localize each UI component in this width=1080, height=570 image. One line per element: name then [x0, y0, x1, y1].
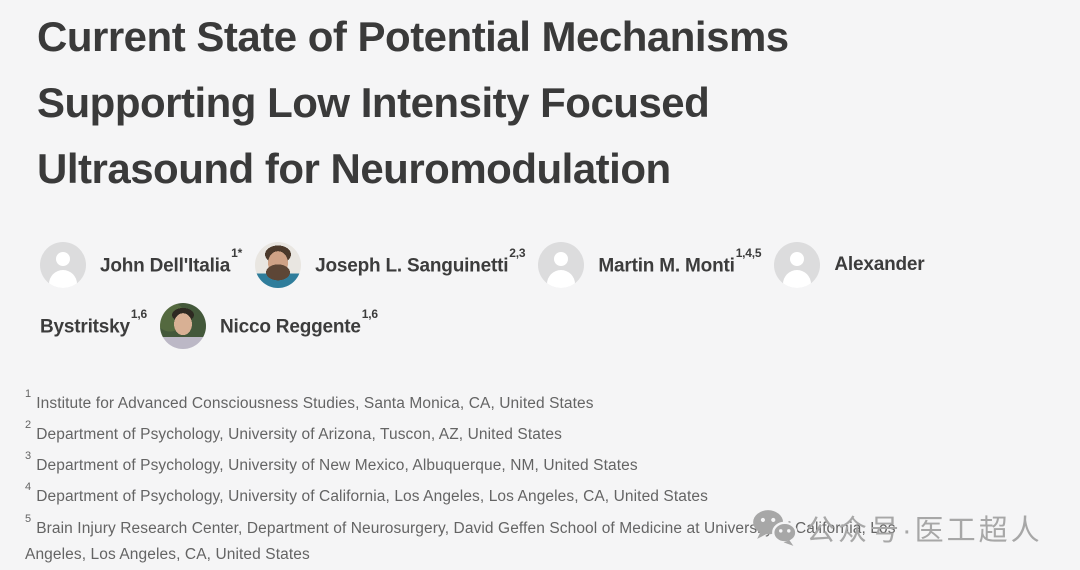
affiliation-text: Institute for Advanced Consciousness Stu… [36, 395, 594, 413]
author-affiliation-superscript: 1,4,5 [735, 245, 762, 260]
affiliation-text: Department of Psychology, University of … [36, 457, 638, 475]
avatar-photo[interactable] [255, 242, 302, 288]
affiliation-line: 2 Department of Psychology, University of… [25, 417, 933, 448]
affiliation-line: 5Brain Injury Research Center, Departmen… [25, 511, 933, 568]
affiliation-text: Brain Injury Research Center, Department… [25, 519, 896, 563]
author-name[interactable]: John Dell'Italia1* [100, 245, 243, 277]
affiliations-list: 1 Institute for Advanced Consciousness St… [25, 386, 933, 570]
authors-section: John Dell'Italia1* Joseph L. Sanguinetti2… [40, 242, 1080, 349]
affiliation-number: 3 [25, 450, 32, 463]
affiliation-line: 4 Department of Psychology, University of… [25, 479, 933, 510]
author-name[interactable]: Bystritsky1,6 [40, 306, 147, 338]
affiliation-number: 1 [25, 388, 32, 400]
author-name[interactable]: Nicco Reggente1,6 [219, 306, 378, 338]
author-name[interactable]: Alexander [834, 254, 925, 275]
author[interactable]: Nicco Reggente1,6 [159, 303, 378, 349]
author[interactable]: Alexander [774, 242, 925, 288]
affiliation-number: 5 [25, 512, 32, 525]
author-affiliation-superscript: 1* [231, 245, 243, 260]
author[interactable]: Martin M. Monti1,4,5 [538, 242, 762, 288]
author[interactable]: Bystritsky1,6 [40, 306, 147, 338]
author-affiliation-superscript: 2,3 [509, 245, 526, 260]
author-affiliation-superscript: 1,6 [361, 306, 378, 321]
affiliation-number: 4 [25, 481, 32, 494]
page-title: Current State of Potential Mechanisms Su… [37, 4, 1080, 202]
affiliation-text: Department of Psychology, University of … [36, 488, 708, 506]
title-line-3: Ultrasound for Neuromodulation [37, 145, 671, 192]
avatar-photo[interactable] [159, 303, 206, 349]
paper-header-page: Current State of Potential Mechanisms Su… [0, 4, 1080, 570]
title-line-1: Current State of Potential Mechanisms [37, 13, 789, 60]
watermark-text: 公众号·医工超人 [806, 515, 1043, 547]
title-line-2: Supporting Low Intensity Focused [37, 79, 710, 126]
avatar-placeholder-icon[interactable] [538, 242, 585, 288]
author-name[interactable]: Joseph L. Sanguinetti2,3 [315, 245, 526, 277]
affiliation-number: 2 [25, 419, 32, 432]
author-name[interactable]: Martin M. Monti1,4,5 [598, 245, 762, 277]
avatar-placeholder-icon[interactable] [774, 242, 821, 288]
wechat-icon [753, 510, 798, 546]
watermark: 公众号·医工超人 [752, 507, 1043, 549]
affiliation-line: 1 Institute for Advanced Consciousness St… [25, 386, 933, 417]
author[interactable]: Joseph L. Sanguinetti2,3 [255, 242, 526, 288]
authors-row-2: Bystritsky1,6 Nicco Reggente1,6 [40, 303, 1080, 349]
author[interactable]: John Dell'Italia1* [40, 242, 242, 288]
author-affiliation-superscript: 1,6 [130, 306, 147, 321]
authors-row-1: John Dell'Italia1* Joseph L. Sanguinetti2… [40, 242, 1080, 288]
affiliation-line: 3 Department of Psychology, University of… [25, 448, 933, 479]
avatar-placeholder-icon[interactable] [40, 242, 86, 288]
affiliation-text: Department of Psychology, University of … [36, 426, 562, 444]
